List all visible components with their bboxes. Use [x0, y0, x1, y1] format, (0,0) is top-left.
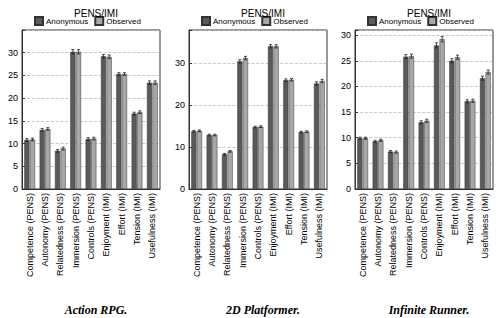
svg-text:30: 30 [175, 58, 185, 68]
svg-text:Tension (IMI): Tension (IMI) [132, 193, 142, 245]
svg-text:0: 0 [180, 184, 185, 194]
svg-text:Observed: Observed [273, 16, 308, 26]
svg-text:Tension (IMI): Tension (IMI) [465, 193, 475, 245]
svg-text:0: 0 [13, 184, 18, 194]
svg-text:5: 5 [346, 158, 351, 168]
svg-text:Competence (PENS): Competence (PENS) [358, 193, 368, 277]
svg-text:20: 20 [341, 81, 351, 91]
svg-text:Effort (IMI): Effort (IMI) [450, 193, 460, 235]
svg-text:Anonymous: Anonymous [379, 16, 422, 26]
svg-text:10: 10 [8, 139, 18, 149]
svg-text:Tension (IMI): Tension (IMI) [299, 193, 309, 245]
svg-text:30: 30 [341, 30, 351, 40]
svg-text:0: 0 [346, 184, 351, 194]
svg-text:Competence (PENS): Competence (PENS) [192, 193, 202, 277]
svg-text:10: 10 [175, 142, 185, 152]
svg-text:25: 25 [341, 56, 351, 66]
svg-text:Controls (PENS): Controls (PENS) [419, 193, 429, 260]
svg-text:Observed: Observed [106, 16, 141, 26]
svg-text:20: 20 [8, 93, 18, 103]
svg-text:Usefulness (IMI): Usefulness (IMI) [480, 193, 490, 259]
svg-text:Immersion (PENS): Immersion (PENS) [238, 193, 248, 268]
svg-text:PENS/IMI: PENS/IMI [74, 8, 118, 19]
svg-text:Usefulness (IMI): Usefulness (IMI) [147, 193, 157, 259]
svg-text:Usefulness (IMI): Usefulness (IMI) [314, 193, 324, 259]
svg-text:Immersion (PENS): Immersion (PENS) [71, 193, 81, 268]
svg-text:Relatedness (PENS): Relatedness (PENS) [388, 193, 398, 276]
svg-text:Competence (PENS): Competence (PENS) [25, 193, 35, 277]
svg-text:15: 15 [341, 107, 351, 117]
svg-text:5: 5 [13, 161, 18, 171]
svg-text:PENS/IMI: PENS/IMI [241, 8, 285, 19]
svg-text:Observed: Observed [439, 16, 474, 26]
svg-text:PENS/IMI: PENS/IMI [407, 8, 451, 19]
svg-text:Controls (PENS): Controls (PENS) [253, 193, 263, 260]
svg-text:Effort (IMI): Effort (IMI) [117, 193, 127, 235]
svg-text:Relatedness (PENS): Relatedness (PENS) [55, 193, 65, 276]
svg-text:Effort (IMI): Effort (IMI) [284, 193, 294, 235]
svg-text:Relatedness (PENS): Relatedness (PENS) [222, 193, 232, 276]
svg-text:30: 30 [8, 48, 18, 58]
svg-text:20: 20 [175, 100, 185, 110]
svg-text:Anonymous: Anonymous [213, 16, 256, 26]
svg-text:Action RPG.: Action RPG. [64, 303, 128, 317]
svg-text:10: 10 [341, 133, 351, 143]
svg-text:Controls (PENS): Controls (PENS) [86, 193, 96, 260]
svg-text:25: 25 [8, 70, 18, 80]
svg-text:15: 15 [8, 116, 18, 126]
svg-text:Enjoyment (IMI): Enjoyment (IMI) [268, 193, 278, 257]
svg-text:Immersion (PENS): Immersion (PENS) [404, 193, 414, 268]
svg-text:2D Platformer.: 2D Platformer. [225, 303, 300, 317]
svg-text:Enjoyment (IMI): Enjoyment (IMI) [434, 193, 444, 257]
svg-text:Autonomy (PENS): Autonomy (PENS) [40, 193, 50, 267]
svg-text:Anonymous: Anonymous [46, 16, 89, 26]
svg-text:Infinite Runner.: Infinite Runner. [388, 303, 470, 317]
svg-text:Enjoyment (IMI): Enjoyment (IMI) [101, 193, 111, 257]
svg-text:Autonomy (PENS): Autonomy (PENS) [207, 193, 217, 267]
svg-text:Autonomy (PENS): Autonomy (PENS) [373, 193, 383, 267]
